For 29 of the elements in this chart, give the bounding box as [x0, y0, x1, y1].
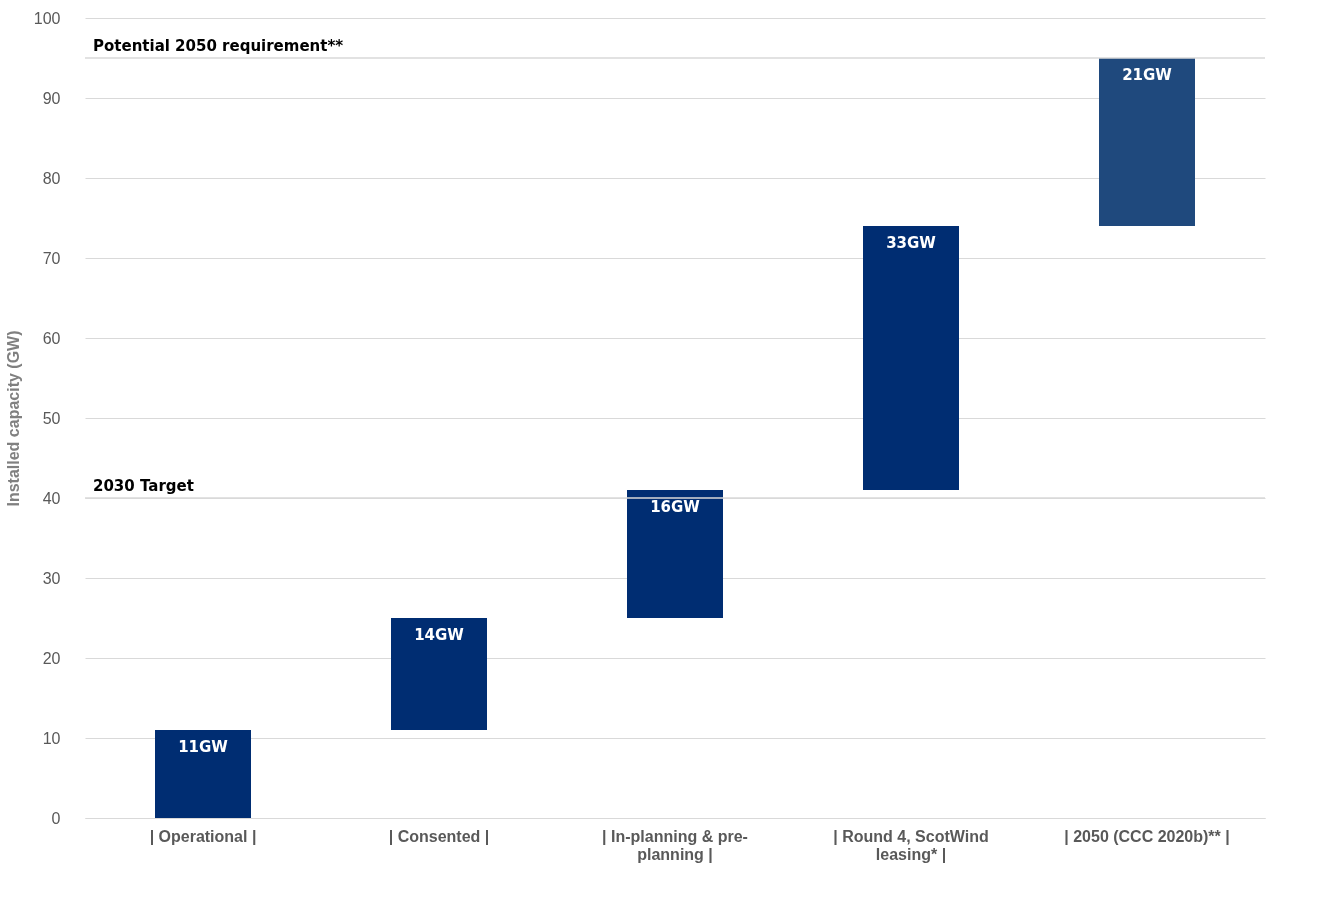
- bar: [391, 618, 487, 730]
- bar: [863, 226, 959, 490]
- x-tick-label: | Round 4, ScotWind leasing* |: [833, 827, 989, 863]
- ref-line-label: Potential 2050 requirement**: [93, 37, 344, 55]
- y-tick-label: 10: [42, 729, 61, 747]
- y-tick-label: 20: [42, 649, 61, 667]
- y-tick-label: 80: [42, 169, 61, 187]
- x-tick-label: | In-planning & pre-planning |: [602, 827, 748, 863]
- y-tick-label: 0: [51, 809, 61, 827]
- y-tick-label: 90: [42, 89, 61, 107]
- x-tick-label: | Operational |: [149, 827, 257, 845]
- y-tick-label: 100: [33, 9, 61, 27]
- bar: [1099, 58, 1195, 226]
- x-tick-label: | Consented |: [388, 827, 490, 845]
- data-label: 11GW: [178, 738, 229, 756]
- ref-line-label: 2030 Target: [93, 477, 194, 495]
- y-axis-title: Installed capacity (GW): [4, 330, 22, 507]
- y-tick-label: 60: [42, 329, 61, 347]
- y-tick-label: 30: [42, 569, 61, 587]
- data-label: 14GW: [414, 626, 465, 644]
- y-tick-label: 40: [42, 489, 61, 507]
- x-tick-label: | 2050 (CCC 2020b)** |: [1064, 827, 1230, 845]
- data-label: 16GW: [650, 498, 701, 516]
- data-label: 21GW: [1122, 66, 1173, 84]
- y-tick-label: 50: [42, 409, 61, 427]
- y-tick-label: 70: [42, 249, 61, 267]
- bar: [155, 730, 251, 818]
- bar: [627, 490, 723, 618]
- data-label: 33GW: [886, 234, 937, 252]
